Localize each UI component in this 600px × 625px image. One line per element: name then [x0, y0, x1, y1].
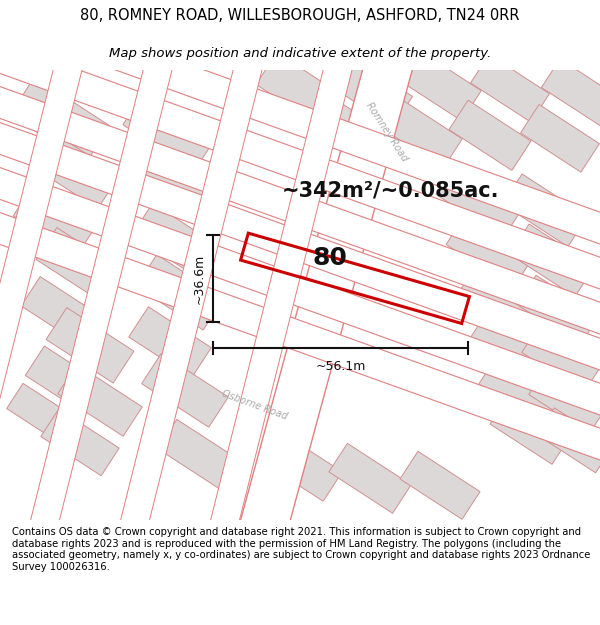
Text: ~342m²/~0.085ac.: ~342m²/~0.085ac. [281, 180, 499, 200]
Polygon shape [129, 307, 211, 378]
Polygon shape [509, 224, 595, 297]
Polygon shape [256, 52, 344, 128]
Text: Osborne Road: Osborne Road [221, 389, 289, 422]
Polygon shape [36, 228, 124, 303]
Text: 80, ROMNEY ROAD, WILLESBOROUGH, ASHFORD, TN24 0RR: 80, ROMNEY ROAD, WILLESBOROUGH, ASHFORD,… [80, 8, 520, 23]
Polygon shape [0, 36, 600, 294]
Polygon shape [0, 208, 600, 466]
Polygon shape [541, 59, 600, 126]
Polygon shape [31, 132, 119, 209]
Text: 80: 80 [313, 246, 347, 270]
Polygon shape [7, 383, 73, 441]
Polygon shape [468, 312, 552, 384]
Text: ~56.1m: ~56.1m [316, 360, 365, 372]
Polygon shape [26, 57, 173, 544]
Polygon shape [41, 409, 119, 476]
Polygon shape [46, 308, 134, 383]
Polygon shape [25, 346, 105, 414]
Polygon shape [329, 443, 411, 513]
Text: ~36.6m: ~36.6m [193, 254, 205, 304]
Polygon shape [537, 408, 600, 472]
Polygon shape [0, 81, 600, 339]
Polygon shape [13, 184, 97, 257]
Polygon shape [0, 162, 600, 421]
Text: Romney Road: Romney Road [364, 101, 410, 164]
Polygon shape [436, 162, 524, 238]
Polygon shape [446, 213, 534, 288]
Polygon shape [490, 396, 570, 464]
Polygon shape [529, 367, 600, 434]
Polygon shape [136, 254, 224, 330]
Polygon shape [58, 364, 142, 436]
Polygon shape [258, 429, 342, 501]
Polygon shape [479, 356, 561, 425]
Polygon shape [237, 54, 413, 547]
Polygon shape [521, 104, 599, 172]
Polygon shape [502, 174, 587, 247]
Polygon shape [0, 0, 600, 249]
Polygon shape [449, 100, 531, 171]
Polygon shape [158, 419, 242, 491]
Polygon shape [140, 146, 230, 224]
Polygon shape [517, 275, 599, 346]
Text: Map shows position and indicative extent of the property.: Map shows position and indicative extent… [109, 47, 491, 59]
Polygon shape [142, 353, 229, 428]
Polygon shape [21, 277, 99, 344]
Text: Contains OS data © Crown copyright and database right 2021. This information is : Contains OS data © Crown copyright and d… [12, 527, 590, 572]
Polygon shape [10, 77, 110, 164]
Polygon shape [378, 96, 462, 168]
Polygon shape [522, 324, 600, 392]
Polygon shape [206, 57, 353, 544]
Polygon shape [307, 93, 394, 168]
Polygon shape [0, 57, 83, 544]
Polygon shape [470, 54, 550, 122]
Polygon shape [457, 264, 542, 337]
Polygon shape [328, 54, 413, 127]
Polygon shape [132, 203, 218, 278]
Polygon shape [399, 50, 481, 121]
Polygon shape [123, 89, 217, 171]
Polygon shape [0, 118, 600, 376]
Polygon shape [400, 451, 480, 519]
Polygon shape [116, 57, 263, 544]
